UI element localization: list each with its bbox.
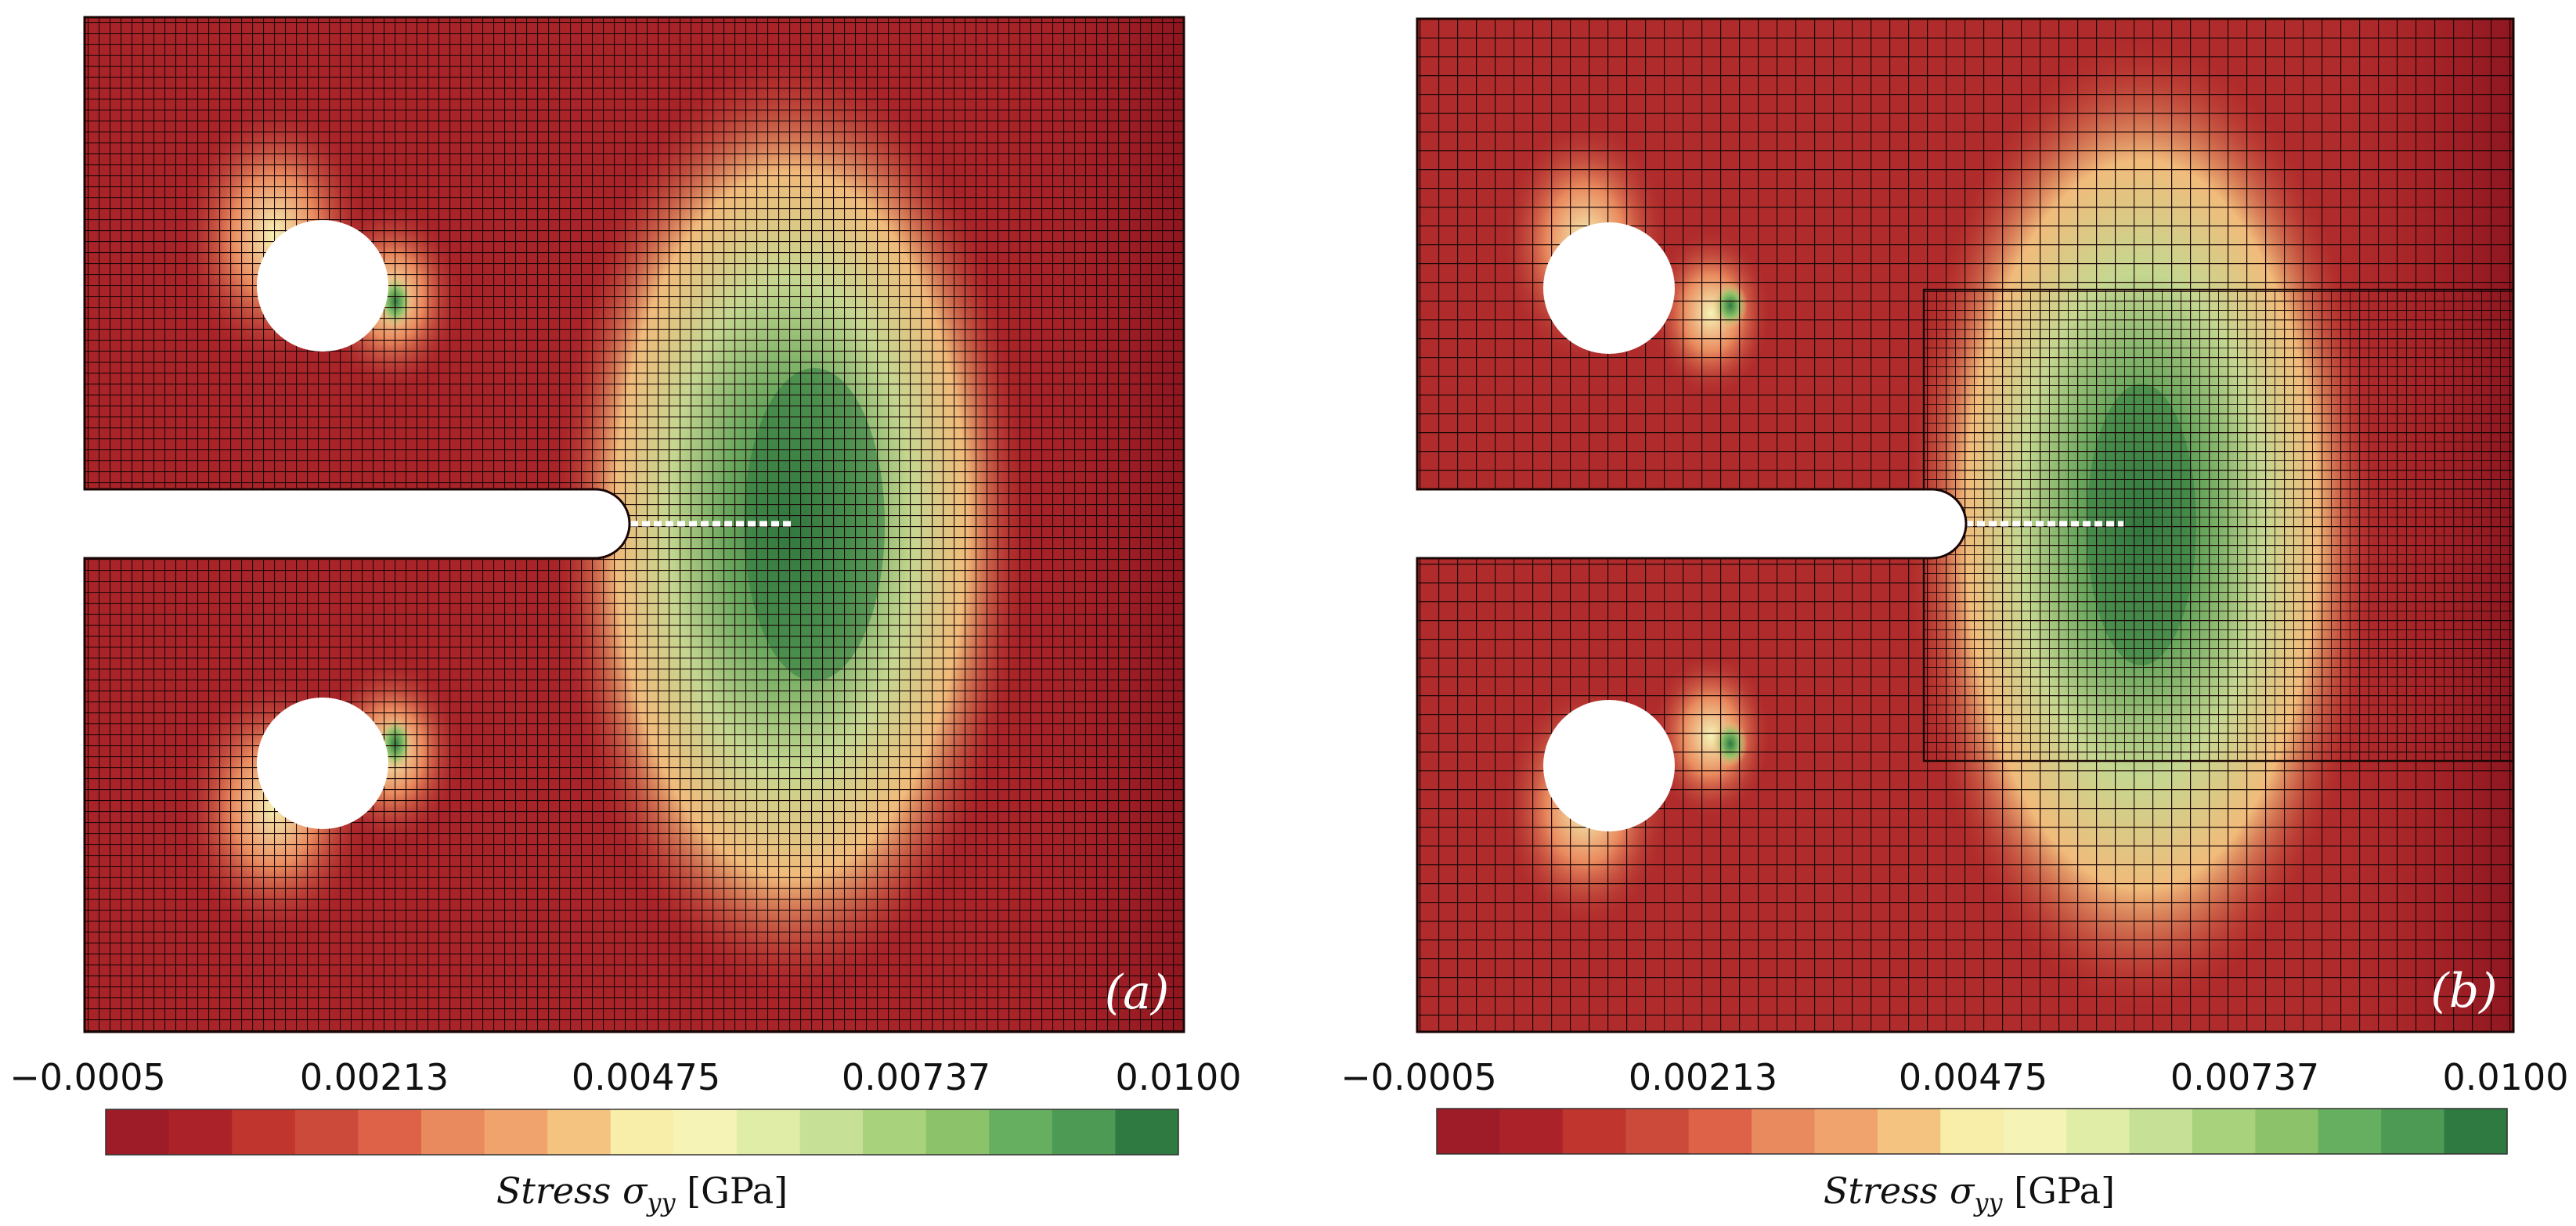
colorbar-tick-2: 0.00475: [1899, 1056, 2047, 1098]
colorbar-title: Stress σyy [GPa]: [1824, 1170, 2115, 1217]
colorbar-swatch: [2381, 1109, 2445, 1154]
colorbar-swatch: [610, 1109, 674, 1155]
colorbar-swatch: [106, 1109, 170, 1155]
colorbar-b: −0.0005 0.00213 0.00475 0.00737 0.0100 S…: [1340, 1056, 2568, 1217]
colorbar-swatches: [1437, 1109, 2508, 1154]
colorbar-swatch: [2066, 1109, 2130, 1154]
colorbar-swatch: [1499, 1109, 1564, 1154]
colorbar-swatch: [168, 1109, 233, 1155]
colorbar-tick-2: 0.00475: [572, 1056, 720, 1098]
colorbar-swatch: [358, 1109, 422, 1155]
colorbar-swatch: [2003, 1109, 2067, 1154]
colorbar-swatch: [1940, 1109, 2004, 1154]
colorbar-tick-1: 0.00213: [1629, 1056, 1777, 1098]
colorbar-swatch: [2255, 1109, 2319, 1154]
colorbar-tick-3: 0.00737: [842, 1056, 990, 1098]
colorbar-tick-4: 0.0100: [1116, 1056, 1242, 1098]
colorbar-swatch: [863, 1109, 927, 1155]
colorbar-tick-1: 0.00213: [300, 1056, 449, 1098]
colorbar-swatch: [420, 1109, 485, 1155]
panel-b-figure: (b) −0.0005 0.00213 0.00475 0.00737 0.01…: [1340, 17, 2568, 1217]
colorbar-title-subscript: yy: [645, 1188, 676, 1217]
colorbar-swatch: [673, 1109, 738, 1155]
colorbar-swatch: [2318, 1109, 2382, 1154]
panel-a: (a) −0.0005 0.00213 0.00475 0.00737 0.01…: [9, 16, 1241, 1217]
colorbar-swatch: [1688, 1109, 1752, 1154]
panel-b: (b) −0.0005 0.00213 0.00475 0.00737 0.01…: [1288, 0, 2576, 1226]
colorbar-title-unit: [GPa]: [687, 1170, 788, 1212]
colorbar-a: −0.0005 0.00213 0.00475 0.00737 0.0100 S…: [9, 1056, 1241, 1217]
colorbar-swatch: [484, 1109, 548, 1155]
colorbar-title-symbol: σ: [622, 1170, 648, 1212]
colorbar-swatch: [1814, 1109, 1878, 1154]
panel-a-figure: (a) −0.0005 0.00213 0.00475 0.00737 0.01…: [9, 16, 1241, 1217]
colorbar-title-prefix: Stress: [1824, 1170, 1938, 1212]
colorbar-title-symbol: σ: [1950, 1170, 1975, 1212]
colorbar-swatches: [106, 1109, 1179, 1155]
colorbar-swatch: [1052, 1109, 1117, 1155]
colorbar-title-subscript: yy: [1972, 1188, 2003, 1217]
colorbar-swatch: [989, 1109, 1053, 1155]
colorbar-tick-3: 0.00737: [2170, 1056, 2319, 1098]
panel-label-b: (b): [2430, 964, 2497, 1019]
colorbar-swatch: [736, 1109, 801, 1155]
colorbar-swatch: [1562, 1109, 1626, 1154]
colorbar-swatch: [799, 1109, 864, 1155]
colorbar-swatch: [1437, 1109, 1501, 1154]
colorbar-swatch: [1752, 1109, 1816, 1154]
colorbar-title-prefix: Stress: [496, 1170, 611, 1212]
colorbar-swatch: [1625, 1109, 1690, 1154]
colorbar-swatch: [2444, 1109, 2508, 1154]
colorbar-tick-0: −0.0005: [1340, 1056, 1497, 1098]
colorbar-swatch: [547, 1109, 612, 1155]
colorbar-tick-0: −0.0005: [9, 1056, 166, 1098]
colorbar-title: Stress σyy [GPa]: [496, 1170, 788, 1217]
colorbar-swatch: [925, 1109, 990, 1155]
colorbar-tick-4: 0.0100: [2443, 1056, 2569, 1098]
colorbar-swatch: [1115, 1109, 1179, 1155]
colorbar-swatch: [2192, 1109, 2256, 1154]
colorbar-swatch: [1877, 1109, 1941, 1154]
colorbar-ticks: −0.0005 0.00213 0.00475 0.00737 0.0100: [9, 1056, 1241, 1098]
colorbar-title-unit: [GPa]: [2014, 1170, 2115, 1212]
mesh-a: [85, 17, 1184, 1032]
colorbar-ticks: −0.0005 0.00213 0.00475 0.00737 0.0100: [1340, 1056, 2568, 1098]
colorbar-swatch: [232, 1109, 296, 1155]
panel-label-a: (a): [1105, 965, 1170, 1020]
colorbar-swatch: [2129, 1109, 2193, 1154]
colorbar-swatch: [294, 1109, 359, 1155]
